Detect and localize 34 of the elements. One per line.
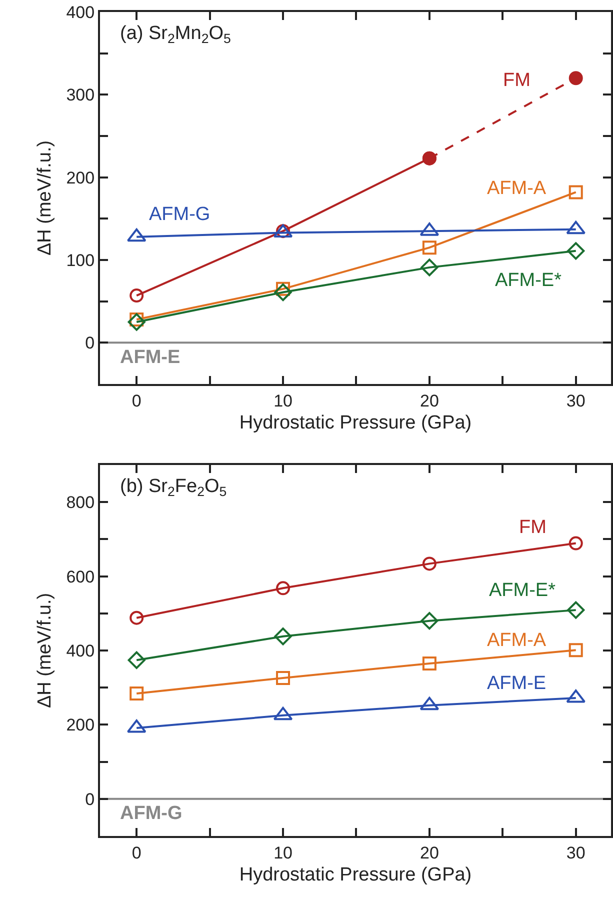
y-tick-label: 200 [66,716,95,735]
y-tick-label: 400 [66,2,95,22]
x-tick-label: 30 [566,391,586,410]
ref-line-label: AFM-G [120,803,182,824]
y-tick-label: 200 [66,168,95,188]
y-axis-title: ΔH (meV/f.u.) [34,592,56,708]
y-tick-label: 600 [66,567,95,586]
y-axis-title: ΔH (meV/f.u.) [34,140,56,256]
series-label: AFM-E* [489,580,556,601]
series-label: AFM-E* [495,270,562,291]
x-tick-label: 30 [566,843,586,862]
text: (b) Sr$_{2}$Fe$_{2}$O$_{5}$ [120,476,227,499]
x-tick-label: 0 [132,843,142,862]
x-tick-label: 0 [132,391,142,410]
series-label: AFM-G [149,204,210,225]
x-tick-label: 10 [274,843,292,862]
x-tick-label: 20 [420,843,439,862]
y-tick-label: 800 [66,493,95,512]
ref-line-label: AFM-E [120,347,180,368]
y-tick-label: 0 [85,790,95,809]
x-axis-title: Hydrostatic Pressure (GPa) [239,412,472,434]
y-tick-label: 0 [85,334,95,353]
text: FM [503,70,530,91]
series-label: FM [519,517,546,538]
y-tick-label: 400 [66,641,95,660]
x-tick-label: 10 [274,391,292,410]
series-label: AFM-E [487,673,546,694]
series-label: AFM-A [487,178,546,199]
y-tick-label: 300 [66,86,95,105]
y-tick-label: 100 [66,250,95,270]
x-axis-title: Hydrostatic Pressure (GPa) [239,864,472,886]
series-label: AFM-A [487,630,546,651]
x-tick-label: 20 [420,391,439,410]
text: (a) Sr$_{2}$Mn$_{2}$O$_{5}$ [120,23,231,46]
